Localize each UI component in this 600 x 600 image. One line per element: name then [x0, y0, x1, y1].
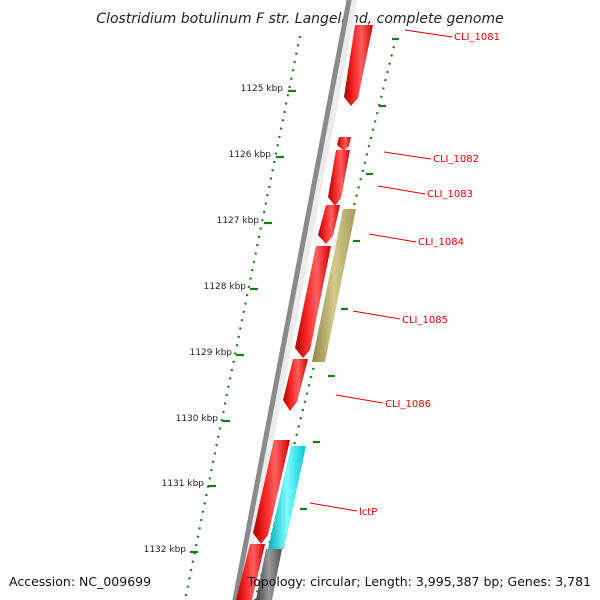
forward-strand-features — [236, 25, 373, 600]
gene-labels: CLI_1081 CLI_1082 CLI_1083 CLI_1084 CLI_… — [359, 32, 500, 518]
kbp-label: 1131 kbp — [162, 479, 205, 489]
gene-cli-1081-arrow[interactable] — [344, 25, 373, 106]
inner-tick-ring: 1125 kbp 1126 kbp 1127 kbp 1128 kbp 1129… — [144, 35, 302, 600]
reverse-gene-cyan[interactable] — [268, 446, 306, 549]
gene-label-cli-1082[interactable]: CLI_1082 — [433, 154, 479, 165]
gene-cli-1083-arrow[interactable] — [328, 150, 350, 206]
leader-line — [309, 502, 358, 512]
kbp-label: 1129 kbp — [190, 348, 233, 358]
leader-line — [383, 151, 432, 160]
gene-next-arrow[interactable] — [236, 544, 265, 600]
map-title: Clostridium botulinum F str. Langeland, … — [96, 11, 503, 27]
gene-label-lctp[interactable]: lctP — [359, 507, 377, 518]
accession-text: Accession: NC_009699 — [9, 574, 151, 589]
gene-lctp-arrow[interactable] — [253, 440, 290, 544]
leader-line — [377, 185, 426, 195]
gene-label-cli-1083[interactable]: CLI_1083 — [427, 189, 473, 200]
reverse-strand-features — [256, 209, 356, 600]
kbp-label: 1130 kbp — [176, 414, 219, 424]
gene-label-cli-1085[interactable]: CLI_1085 — [402, 315, 448, 326]
leader-line — [335, 394, 384, 404]
kbp-label: 1126 kbp — [229, 150, 272, 160]
outer-tick-ring — [254, 37, 399, 600]
gene-cli-1085-arrow[interactable] — [295, 246, 331, 358]
gene-cli-1086-arrow[interactable] — [283, 359, 308, 411]
leader-line — [404, 29, 453, 38]
gene-label-cli-1081[interactable]: CLI_1081 — [454, 32, 500, 43]
gene-label-leaders — [309, 29, 453, 512]
topology-text: Topology: circular; Length: 3,995,387 bp… — [247, 574, 591, 589]
kbp-label: 1127 kbp — [217, 216, 260, 226]
gene-cli-1084-arrow[interactable] — [318, 205, 340, 244]
reverse-gene-khaki[interactable] — [312, 209, 356, 362]
kbp-label: 1132 kbp — [144, 545, 187, 555]
backbone-line — [232, 0, 352, 600]
feature-gray[interactable] — [256, 549, 282, 600]
kbp-label: 1128 kbp — [204, 282, 247, 292]
gene-label-cli-1086[interactable]: CLI_1086 — [385, 399, 431, 410]
gene-label-cli-1084[interactable]: CLI_1084 — [418, 237, 464, 248]
leader-line — [368, 233, 417, 243]
kbp-label: 1125 kbp — [241, 84, 284, 94]
leader-line — [352, 310, 401, 320]
backbone-shadow — [234, 0, 358, 600]
gene-cli-1082-arrow[interactable] — [337, 137, 351, 151]
